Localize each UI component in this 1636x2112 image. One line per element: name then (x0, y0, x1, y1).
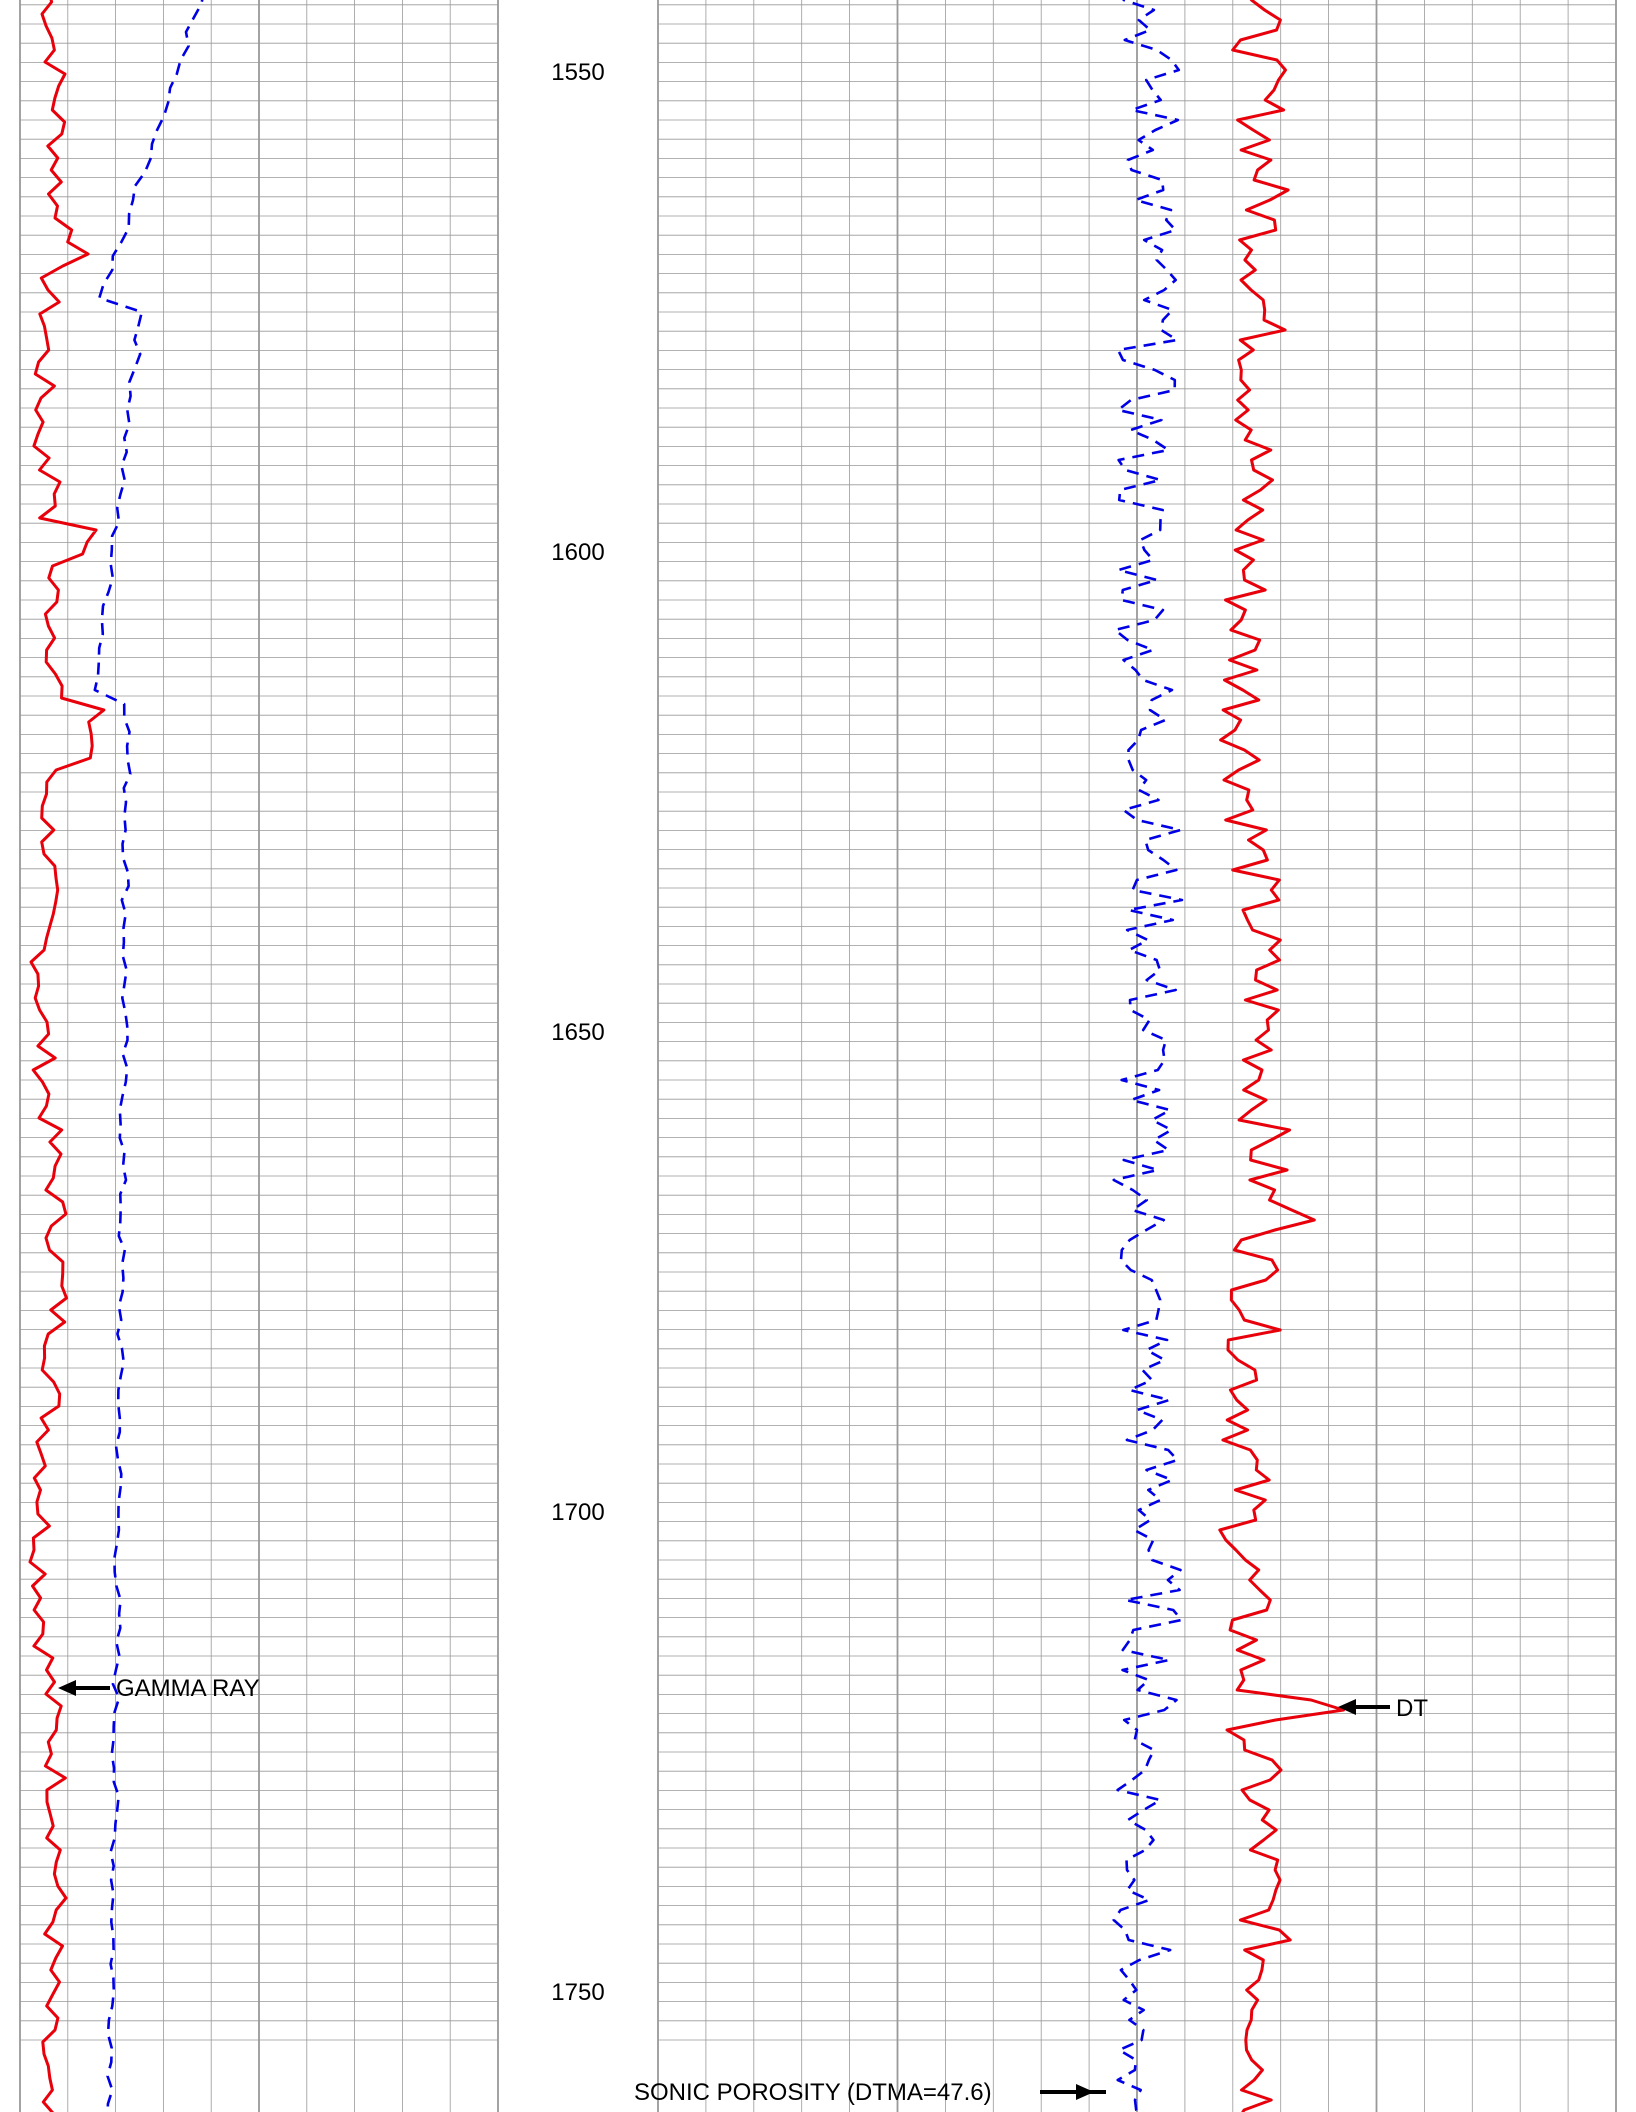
annotations: GAMMA RAY DT SONIC POROSITY (DTMA=47.6) (58, 1675, 1428, 2106)
sonic-porosity-arrow-head (1076, 2084, 1094, 2100)
gamma-ray-curve (28, 0, 106, 2112)
gamma-ray-label: GAMMA RAY (116, 1675, 260, 1702)
depth-tick-label: 1550 (551, 59, 604, 86)
depth-tick-label: 1600 (551, 539, 604, 566)
track-1-grid (19, 0, 499, 2112)
sonic-porosity-label: SONIC POROSITY (DTMA=47.6) (634, 2079, 992, 2106)
sonic-porosity-curve (1112, 0, 1184, 2112)
depth-tick-label: 1700 (551, 1499, 604, 1526)
depth-axis: 1550 1600 1650 1700 1750 (551, 59, 604, 2006)
track-1-dashed-curve (93, 0, 204, 2112)
dt-arrow-head (1338, 1699, 1356, 1715)
dt-curve (1218, 0, 1345, 2112)
depth-tick-label: 1750 (551, 1979, 604, 2006)
curves (28, 0, 1345, 2112)
gamma-ray-arrow-head (58, 1680, 76, 1696)
depth-tick-label: 1650 (551, 1019, 604, 1046)
track-2-grid (657, 0, 1617, 2112)
dt-label: DT (1396, 1695, 1428, 1722)
